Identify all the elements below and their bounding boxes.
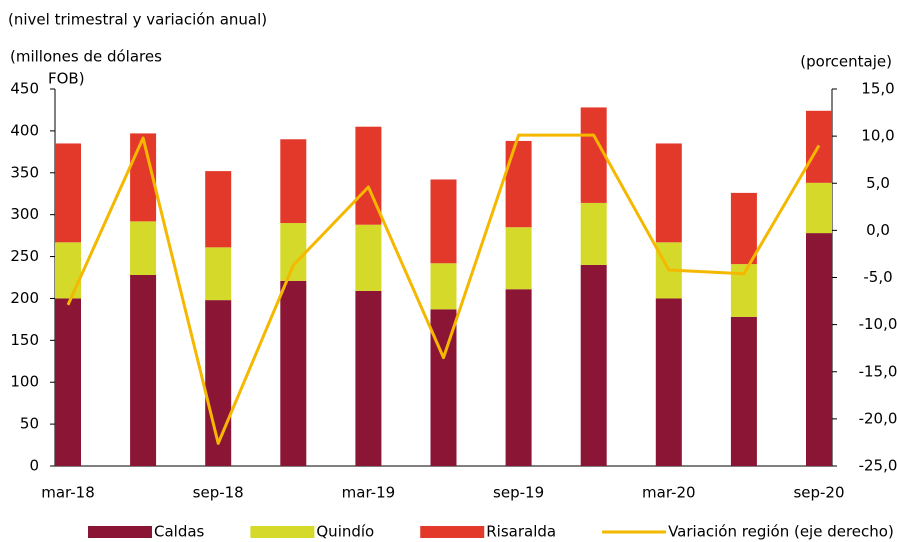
bar — [280, 223, 307, 281]
bar — [505, 289, 532, 466]
bar — [205, 247, 232, 301]
y-tick-label: 0 — [29, 457, 39, 475]
y2-tick-label: 15,0 — [861, 80, 894, 98]
y2-tick-label: -20,0 — [859, 409, 897, 427]
y2-tick-label: -5,0 — [863, 268, 892, 286]
y2-tick-label: -25,0 — [859, 457, 897, 475]
y2-tick-label: 10,0 — [861, 127, 894, 145]
y2-tick-label: 0,0 — [866, 221, 890, 239]
y2-axis-label: (porcentaje) — [800, 53, 892, 71]
y-tick-label: 300 — [10, 205, 39, 223]
x-tick-label: mar-20 — [642, 484, 696, 502]
bar — [205, 171, 232, 248]
x-tick-label: sep-19 — [493, 484, 544, 502]
y-tick-label: 450 — [10, 80, 39, 98]
y2-tick-label: -10,0 — [859, 315, 897, 333]
legend-swatch — [88, 526, 152, 538]
x-tick-label: sep-18 — [193, 484, 244, 502]
x-tick-label: mar-18 — [41, 484, 95, 502]
y-tick-label: 200 — [10, 289, 39, 307]
bar — [55, 143, 81, 243]
line — [66, 133, 821, 445]
bar — [730, 192, 757, 265]
bar — [655, 298, 682, 466]
legend-swatch — [250, 526, 315, 538]
legend-label: Variación región (eje derecho) — [668, 523, 894, 541]
y2-tick-label: 5,0 — [866, 174, 890, 192]
bar — [130, 274, 157, 466]
bar — [355, 224, 382, 291]
bar — [430, 263, 457, 310]
y-tick-label: 50 — [20, 415, 39, 433]
legend-swatch — [420, 526, 485, 538]
bar — [806, 182, 832, 234]
x-tick-label: sep-20 — [793, 484, 844, 502]
y2-tick-label: -15,0 — [859, 362, 897, 380]
y-tick-label: 100 — [10, 373, 39, 391]
y-tick-label: 350 — [10, 163, 39, 181]
bar — [580, 107, 607, 203]
bar — [130, 221, 157, 275]
y-tick-label: 400 — [10, 121, 39, 139]
bar — [280, 280, 307, 466]
chart-title: (nivel trimestral y variación anual) — [8, 11, 267, 29]
x-tick-label: mar-19 — [342, 484, 396, 502]
y-axis-label: (millones de dólares — [10, 48, 162, 66]
legend-label: Risaralda — [486, 523, 556, 541]
bar — [280, 139, 307, 224]
bar — [505, 227, 532, 290]
bar — [355, 290, 382, 466]
bar — [730, 316, 757, 466]
y-tick-label: 250 — [10, 247, 39, 265]
bar — [505, 140, 532, 228]
bar — [430, 179, 457, 264]
bar — [580, 264, 607, 466]
bar — [55, 242, 81, 299]
bar — [580, 202, 607, 265]
y-tick-label: 150 — [10, 331, 39, 349]
legend-label: Quindío — [316, 523, 374, 541]
bar — [55, 298, 81, 466]
bar — [806, 233, 832, 466]
y-axis-label: FOB) — [48, 70, 85, 88]
bar — [655, 143, 682, 243]
legend-label: Caldas — [154, 523, 205, 541]
